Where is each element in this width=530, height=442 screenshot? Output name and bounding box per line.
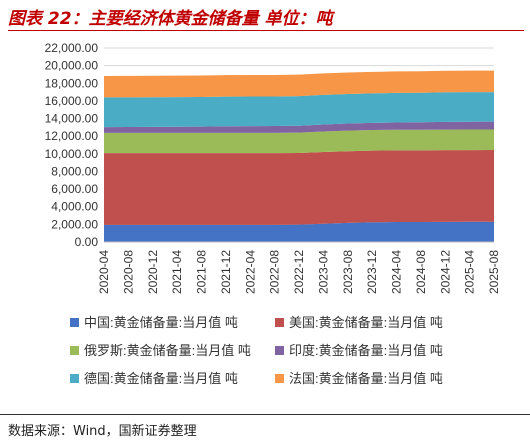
x-tick-label: 2023-08 — [341, 250, 355, 294]
legend-swatch — [275, 318, 284, 327]
y-tick-label: 16,000.00 — [45, 94, 99, 108]
x-tick-label: 2023-04 — [316, 250, 330, 294]
y-tick-label: 2,000.00 — [51, 217, 98, 231]
x-tick-label: 2024-12 — [438, 250, 452, 294]
area-series-6 — [104, 70, 494, 98]
y-tick-label: 4,000.00 — [51, 200, 98, 214]
x-tick-label: 2023-12 — [365, 250, 379, 294]
x-tick-label: 2020-04 — [97, 250, 111, 294]
legend: 中国:黄金储备量:当月值 吨 美国:黄金储备量:当月值 吨俄罗斯:黄金储备量:当月… — [70, 315, 443, 386]
x-tick-label: 2021-12 — [219, 250, 233, 294]
axes: 0.00 2,000.00 4,000.00 6,000.00 8,000.00 10,0… — [45, 41, 501, 294]
x-tick-label: 2024-08 — [414, 250, 428, 294]
y-tick-label: 18,000.00 — [45, 76, 99, 90]
x-tick-label: 2025-08 — [487, 250, 501, 294]
legend-swatch — [70, 374, 79, 383]
x-tick-label: 2022-12 — [292, 250, 306, 294]
y-tick-label: 22,000.00 — [45, 41, 99, 55]
area-series-4 — [104, 121, 494, 133]
area-series — [104, 70, 494, 242]
area-series-5 — [104, 92, 494, 128]
y-tick-label: 8,000.00 — [51, 164, 98, 178]
x-tick-label: 2022-08 — [268, 250, 282, 294]
area-series-1 — [104, 221, 494, 242]
legend-swatch — [70, 346, 79, 355]
x-tick-label: 2021-04 — [170, 250, 184, 294]
legend-label: 美国:黄金储备量:当月值 吨 — [289, 315, 443, 330]
x-tick-label: 2022-04 — [243, 250, 257, 294]
legend-label: 法国:黄金储备量:当月值 吨 — [289, 371, 443, 386]
x-tick-label: 2021-08 — [195, 250, 209, 294]
legend-swatch — [275, 346, 284, 355]
source-divider — [0, 414, 530, 415]
legend-swatch — [70, 318, 79, 327]
source-note: 数据来源：Wind，国新证券整理 — [8, 424, 197, 439]
y-tick-label: 20,000.00 — [45, 59, 99, 73]
x-tick-label: 2024-04 — [390, 250, 404, 294]
y-tick-label: 10,000.00 — [45, 147, 99, 161]
chart-title: 图表 22：主要经济体黄金储备量 单位：吨 — [8, 9, 333, 29]
title-divider — [8, 30, 524, 31]
legend-label: 俄罗斯:黄金储备量:当月值 吨 — [84, 343, 251, 358]
legend-label: 印度:黄金储备量:当月值 吨 — [289, 343, 443, 358]
x-tick-label: 2020-12 — [146, 250, 160, 294]
area-series-3 — [104, 129, 494, 154]
y-tick-label: 12,000.00 — [45, 129, 99, 143]
area-series-2 — [104, 149, 494, 225]
y-tick-label: 14,000.00 — [45, 112, 99, 126]
stacked-area-chart: 0.00 2,000.00 4,000.00 6,000.00 8,000.00 10,0… — [45, 41, 501, 386]
legend-label: 德国:黄金储备量:当月值 吨 — [84, 371, 238, 386]
y-tick-label: 0.00 — [75, 235, 99, 249]
y-tick-label: 6,000.00 — [51, 182, 98, 196]
legend-swatch — [275, 374, 284, 383]
x-tick-label: 2025-04 — [463, 250, 477, 294]
legend-label: 中国:黄金储备量:当月值 吨 — [84, 315, 238, 330]
x-tick-label: 2020-08 — [121, 250, 135, 294]
